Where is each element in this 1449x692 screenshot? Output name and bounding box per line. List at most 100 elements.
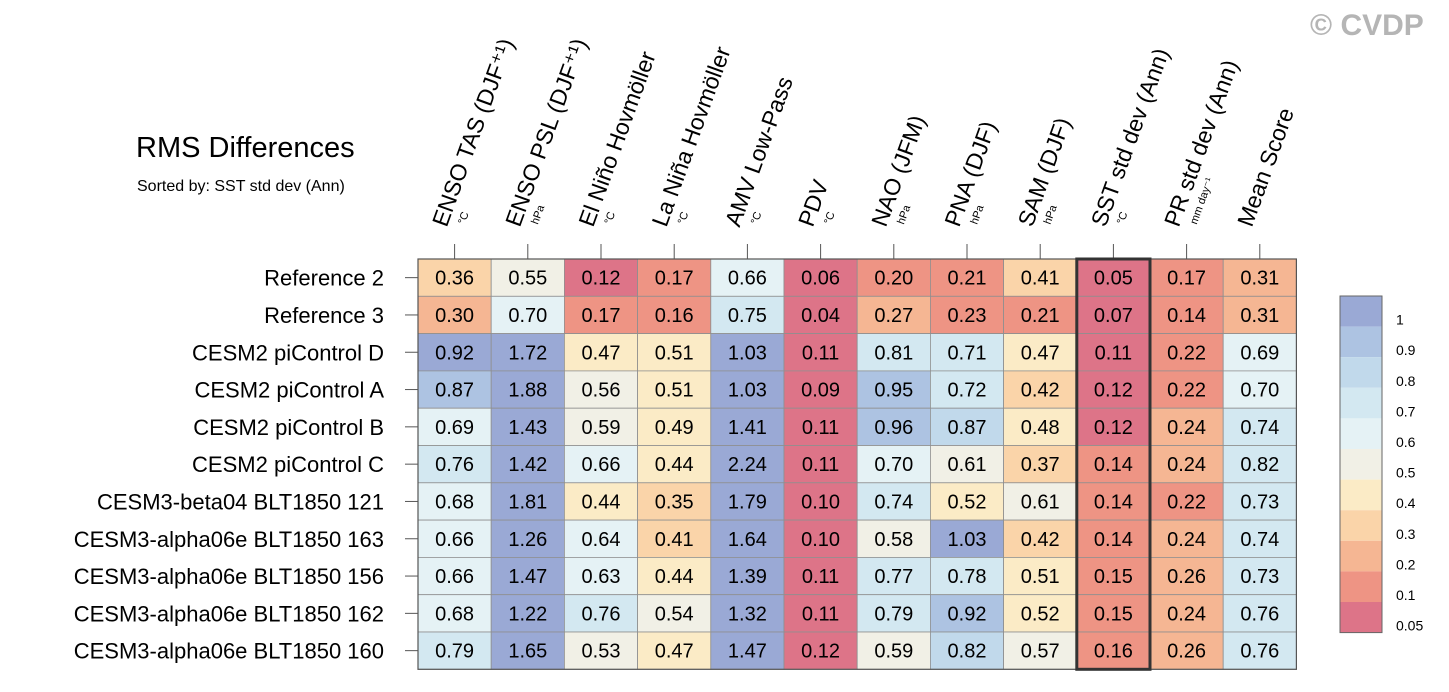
heatmap-cell [1003,370,1078,409]
colorbar-swatch [1340,449,1382,480]
heatmap-cell [856,519,931,558]
cell-value: 0.55 [508,268,547,290]
row-label: CESM2 piControl A [194,378,384,403]
cell-value: 0.51 [1021,566,1060,588]
cell-value: 0.57 [1021,641,1060,663]
column-label: La Niña Hovmöller [646,43,735,230]
column-label: El Niño Hovmöller [573,48,660,230]
colorbar-tick-label: 0.1 [1396,587,1416,603]
column-unit: °C [456,210,472,226]
colorbar-tick-label: 0.2 [1396,556,1416,572]
row-label: Reference 3 [264,303,384,328]
cell-value: 0.35 [655,491,694,513]
cell-value: 1.79 [728,491,767,513]
colorbar-swatch [1340,326,1382,358]
heatmap-cell [490,519,565,558]
colorbar-swatch [1340,296,1382,327]
heatmap-cell [564,594,639,633]
heatmap-cell [564,519,639,558]
colorbar-swatch [1340,571,1382,602]
cell-value: 0.14 [1094,491,1133,513]
cell-value: 0.92 [435,342,474,364]
cell-value: 0.22 [1167,380,1206,402]
heatmap-cell [564,407,639,446]
heatmap-cell [1076,370,1151,409]
column-label: PNA (DJF) [939,118,1001,230]
cell-value: 0.42 [1021,380,1060,402]
colorbar-swatch [1340,418,1382,449]
column-unit: °C [603,210,619,226]
cell-value: 0.22 [1167,491,1206,513]
cell-value: 0.42 [1021,529,1060,551]
cell-value: 0.07 [1094,305,1133,327]
colorbar-swatch [1340,602,1382,633]
cell-value: 0.68 [435,491,474,513]
row-labels: Reference 2 Reference 3 CESM2 piControl D C… [74,266,418,664]
heatmap-cell [1003,258,1078,297]
heatmap-cell [856,557,931,596]
heatmap-cell [1076,258,1151,297]
heatmap-cell [710,482,785,521]
cell-value: 0.21 [948,268,987,290]
heatmap-cell [637,445,712,484]
column-label: ENSO PSL (DJF⁺¹) [500,35,592,230]
cell-value: 1.47 [728,641,767,663]
cell-value: 0.56 [582,380,621,402]
colorbar-frame [1339,295,1383,634]
cell-value: 0.73 [1240,566,1279,588]
cell-value: 0.82 [948,641,987,663]
cell-value: 1.43 [508,417,547,439]
colorbar-swatch [1340,540,1382,572]
heatmap-cell [930,445,1005,484]
cell-value: 0.61 [1021,491,1060,513]
heatmap-cell [1003,333,1078,372]
heatmap-cell [710,370,785,409]
cell-value: 0.44 [655,454,694,476]
cell-value: 1.39 [728,566,767,588]
heatmap-cell [710,295,785,334]
heatmap-cell [856,482,931,521]
heatmap-cell [783,594,858,633]
heatmap-cell [783,445,858,484]
cell-value: 1.81 [508,491,547,513]
cell-value: 0.14 [1094,454,1133,476]
heatmap-cell [783,557,858,596]
colorbar-swatch [1340,357,1382,388]
colorbar-swatch [1340,510,1382,541]
heatmap-cell [710,519,785,558]
cell-value: 1.72 [508,342,547,364]
colorbar-tick-label: 0.05 [1396,618,1423,634]
cell-value: 0.48 [1021,417,1060,439]
cell-value: 0.96 [874,417,913,439]
heatmap-cell [637,594,712,633]
row-label: CESM3-alpha06e BLT1850 160 [74,639,384,664]
cell-value: 0.51 [655,380,694,402]
heatmap-cell [1222,557,1297,596]
cell-value: 0.41 [655,529,694,551]
row-label: CESM3-alpha06e BLT1850 156 [74,564,384,589]
cell-value: 0.44 [655,566,694,588]
cell-value: 0.41 [1021,268,1060,290]
row-label: Reference 2 [264,266,384,291]
cell-value: 0.74 [874,491,913,513]
heatmap-cell [930,519,1005,558]
heatmap-cell [637,370,712,409]
cell-value: 0.04 [801,305,840,327]
heatmap-cell [417,631,492,670]
cell-value: 1.32 [728,603,767,625]
cell-value: 0.49 [655,417,694,439]
row-label: CESM2 piControl C [192,452,384,477]
heatmap-cell [710,631,785,670]
cell-value: 0.15 [1094,603,1133,625]
cell-value: 0.11 [802,417,839,439]
cell-value: 0.70 [1240,380,1279,402]
cell-value: 1.03 [728,342,767,364]
heatmap-cell [1222,594,1297,633]
cell-value: 0.06 [801,268,840,290]
cell-value: 0.11 [802,342,839,364]
cell-value: 0.63 [582,566,621,588]
heatmap-cell [564,557,639,596]
column-label: Mean Score [1232,104,1299,229]
cell-value: 0.71 [948,342,987,364]
cell-value: 0.51 [655,342,694,364]
